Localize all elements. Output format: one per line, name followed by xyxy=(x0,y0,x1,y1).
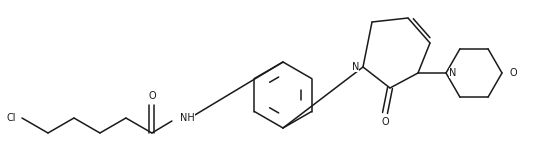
Text: O: O xyxy=(381,117,389,127)
Text: Cl: Cl xyxy=(7,113,16,123)
Text: N: N xyxy=(449,68,456,78)
Text: O: O xyxy=(510,68,518,78)
Text: O: O xyxy=(148,91,156,101)
Text: N: N xyxy=(352,62,359,72)
Text: NH: NH xyxy=(180,113,195,123)
